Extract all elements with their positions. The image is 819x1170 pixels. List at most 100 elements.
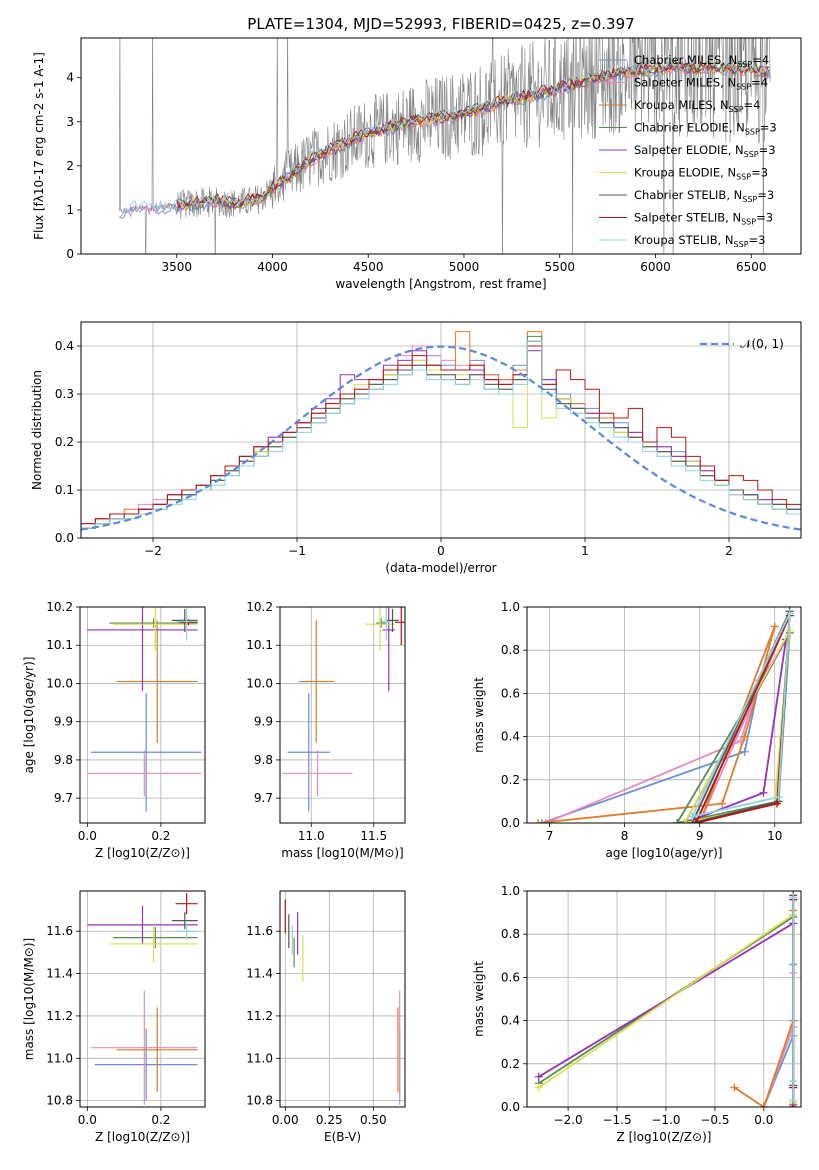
y-axis-label-part: λ bbox=[32, 195, 46, 202]
x-axis-label-part: Z [log bbox=[617, 1130, 652, 1144]
weight-marker bbox=[759, 788, 768, 797]
panel-age-vs-mass: 11.0 11.5 9.7 9.8 9.9 10.0 10.1 10.2 mass [log10… bbox=[246, 600, 406, 860]
x-axis-label-part: 10 bbox=[652, 1130, 667, 1144]
x-tick-label: 6000 bbox=[640, 260, 671, 274]
panel-mass-vs-metallicity: 0.0 0.210.811.011.211.411.6Z [log10(Z/Z⊙)… bbox=[22, 890, 206, 1144]
legend-tail: =3 bbox=[759, 143, 776, 157]
errorbar-salpeter_stelib bbox=[395, 607, 405, 646]
plot-area bbox=[282, 607, 405, 812]
x-axis-label-part: (Z/Z bbox=[145, 1130, 170, 1144]
x-axis-label: Z [log10(Z/Z⊙)] bbox=[95, 1130, 190, 1144]
y-axis-label-part: -1 bbox=[32, 81, 46, 93]
y-tick-label: 0.2 bbox=[501, 1057, 520, 1071]
x-axis-label-part: mass [log bbox=[281, 846, 339, 860]
y-axis-label: Flux [fλ10-17 erg cm-2 s-1 A-1] bbox=[32, 52, 46, 240]
y-tick-label: 1.0 bbox=[501, 884, 520, 898]
panel-spectrum: 3500 4000 4500 5000 5500 6000 6500 0 1 2 3 4 wavelen… bbox=[32, 37, 802, 291]
y-tick-label: 0.6 bbox=[501, 686, 520, 700]
y-axis-label-part: s bbox=[32, 93, 46, 103]
x-axis-label-part: age [log bbox=[606, 846, 655, 860]
legend-tail: =3 bbox=[757, 188, 774, 202]
y-tick-label: 0.1 bbox=[55, 483, 74, 497]
y-axis-label-part: -17 bbox=[32, 160, 46, 180]
weight-marker bbox=[789, 893, 798, 902]
legend-entry-normal: 𝒩(0, 1) bbox=[740, 337, 784, 351]
errorbar-chabrier_miles bbox=[94, 1028, 198, 1101]
y-tick-label: 10.1 bbox=[246, 638, 273, 652]
y-tick-label: 11.4 bbox=[246, 967, 273, 981]
x-tick-label: 0.0 bbox=[78, 1113, 97, 1127]
legend-subscript: SSP bbox=[742, 195, 757, 204]
y-axis-label-part: Flux [f bbox=[32, 201, 46, 239]
y-tick-label: 10.2 bbox=[246, 600, 273, 614]
x-axis-label: wavelength [Angstrom, rest frame] bbox=[335, 277, 546, 291]
errorbar-chabrier_stelib bbox=[171, 608, 198, 632]
x-axis-label-part: ⊙ bbox=[171, 846, 181, 860]
x-axis-label: age [log10(age/yr)] bbox=[606, 846, 723, 860]
x-axis-label-part: (M/M bbox=[355, 846, 384, 860]
weight-marker bbox=[770, 622, 779, 631]
x-axis-label-part: ⊙ bbox=[384, 846, 394, 860]
weight-marker bbox=[688, 812, 697, 821]
panel-age-vs-metallicity: 0.0 0.29.79.89.910.010.110.2Z [log10(Z/Z⊙… bbox=[22, 600, 206, 860]
y-tick-label: 11.2 bbox=[246, 1009, 273, 1023]
panel-mass-vs-ebv: 0.00 0.25 0.50 10.8 11.0 11.2 11.4 11.6 E(B-V) bbox=[246, 890, 406, 1144]
y-tick-label: 0.4 bbox=[501, 1014, 520, 1028]
histogram-kroupa_stelib bbox=[81, 340, 801, 529]
plot-area bbox=[87, 607, 202, 812]
errorbar-kroupa_elodie bbox=[109, 924, 198, 963]
x-tick-label: 6500 bbox=[736, 260, 767, 274]
x-axis-label-part: (age/yr)] bbox=[670, 846, 722, 860]
model-spectrum-kroupa_stelib bbox=[118, 58, 770, 215]
legend-entry: Salpeter STELIB, NSSP=3 bbox=[634, 211, 773, 227]
x-tick-label: 4500 bbox=[353, 260, 384, 274]
errorbar-kroupa_miles bbox=[116, 1007, 198, 1093]
y-tick-label: 0.3 bbox=[55, 387, 74, 401]
x-axis-label-part: )] bbox=[702, 1130, 711, 1144]
x-tick-label: 2 bbox=[725, 544, 733, 558]
legend-subscript: SSP bbox=[729, 105, 744, 114]
errorbar-chabrier_elodie bbox=[113, 927, 198, 949]
x-tick-label: −2 bbox=[144, 544, 162, 558]
panel-weight-vs-metallicity: −2.0 −1.5 −1.0 −0.5 0.0 0.0 0.2 0.4 0.6 0.8 1.0 Z [… bbox=[472, 884, 802, 1144]
x-axis-label-part: Z [log bbox=[95, 1130, 130, 1144]
weight-line-kroupa_stelib bbox=[691, 613, 791, 818]
plot-area bbox=[87, 893, 198, 1105]
x-axis-label-part: )] bbox=[181, 846, 190, 860]
errorbar-chabrier_elodie bbox=[376, 618, 387, 628]
y-tick-label: 0.8 bbox=[501, 643, 520, 657]
errorbar-chabrier_miles bbox=[287, 693, 330, 812]
legend-text: Kroupa STELIB, N bbox=[634, 233, 734, 247]
legend-tail: =4 bbox=[751, 76, 768, 90]
normal-curve bbox=[81, 345, 801, 531]
x-axis-label: (data-model)/error bbox=[385, 561, 496, 575]
y-axis-label-part: A bbox=[32, 68, 46, 81]
x-tick-label: −0.5 bbox=[700, 1113, 729, 1127]
weight-marker bbox=[789, 1096, 798, 1105]
x-tick-label: 11.5 bbox=[360, 829, 387, 843]
panel-residuals: −2 −1 0 1 2 0.0 0.1 0.2 0.3 0.4 (data-model)/error… bbox=[30, 321, 802, 575]
weight-marker bbox=[541, 819, 550, 823]
plot-area bbox=[118, 38, 771, 254]
x-tick-label: 0.0 bbox=[754, 1113, 773, 1127]
legend-tail: =3 bbox=[756, 211, 773, 225]
legend-text: Kroupa ELODIE, N bbox=[634, 166, 736, 180]
legend-text: Kroupa MILES, N bbox=[634, 98, 729, 112]
axes-frame bbox=[279, 606, 406, 824]
x-tick-label: 4000 bbox=[257, 260, 288, 274]
weight-marker bbox=[673, 819, 682, 823]
legend-text: Salpeter ELODIE, N bbox=[634, 143, 744, 157]
x-tick-label: −1 bbox=[288, 544, 306, 558]
errorbar-salpeter_miles bbox=[282, 750, 353, 797]
legend-subscript: SSP bbox=[736, 83, 751, 92]
legend-subscript: SSP bbox=[734, 240, 749, 249]
legend-text: Chabrier ELODIE, N bbox=[634, 121, 745, 135]
x-tick-label: 0.50 bbox=[360, 1113, 387, 1127]
legend-text: Chabrier MILES, N bbox=[634, 53, 737, 67]
y-tick-label: 11.6 bbox=[46, 924, 73, 938]
y-tick-label: 4 bbox=[66, 71, 74, 85]
x-tick-label: 5000 bbox=[449, 260, 480, 274]
weight-marker bbox=[730, 1083, 739, 1092]
y-axis-label-part: -2 bbox=[32, 103, 46, 115]
